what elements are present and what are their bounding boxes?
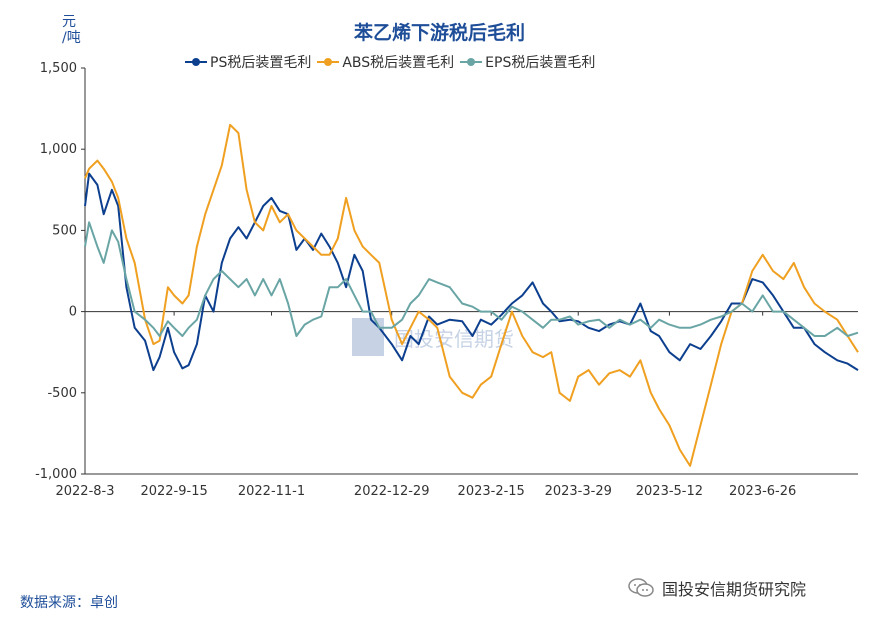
x-tick-label: 2022-9-15 bbox=[140, 484, 207, 499]
legend-item-abs: ABS税后装置毛利 bbox=[317, 52, 454, 72]
wechat-icon bbox=[628, 578, 654, 597]
y-tick-label: 1,000 bbox=[40, 142, 77, 157]
x-tick-label: 2023-3-29 bbox=[545, 484, 612, 499]
watermark-logo bbox=[352, 318, 384, 356]
x-tick-label: 2023-6-26 bbox=[729, 484, 796, 499]
y-axis-unit: 元 /吨 bbox=[62, 14, 81, 46]
x-tick-label: 2022-11-1 bbox=[238, 484, 305, 499]
y-tick-label: 500 bbox=[52, 223, 77, 238]
legend-label-ps: PS税后装置毛利 bbox=[210, 55, 312, 71]
brand-name: 国投安信期货研究院 bbox=[662, 580, 807, 599]
legend-swatch-eps bbox=[460, 56, 483, 68]
chart-title: 苯乙烯下游税后毛利 bbox=[353, 22, 525, 44]
y-unit-line-2: /吨 bbox=[62, 30, 81, 46]
x-tick-label: 2023-2-15 bbox=[458, 484, 525, 499]
brand-footer: 国投安信期货研究院 bbox=[628, 576, 806, 600]
y-tick-label: -1,000 bbox=[35, 467, 77, 482]
y-tick-label: 1,500 bbox=[40, 61, 77, 76]
legend-label-eps: EPS税后装置毛利 bbox=[485, 55, 596, 71]
series-line-0 bbox=[84, 172, 859, 372]
legend: PS税后装置毛利 ABS税后装置毛利 EPS税后装置毛利 bbox=[185, 52, 601, 72]
legend-label-abs: ABS税后装置毛利 bbox=[342, 55, 455, 71]
legend-item-ps: PS税后装置毛利 bbox=[185, 52, 311, 72]
legend-item-eps: EPS税后装置毛利 bbox=[460, 52, 595, 72]
series-line-2 bbox=[84, 221, 859, 337]
y-tick-label: 0 bbox=[69, 305, 77, 320]
legend-swatch-abs bbox=[317, 56, 340, 68]
legend-swatch-ps bbox=[185, 56, 207, 68]
y-unit-line-1: 元 bbox=[62, 14, 76, 30]
data-source: 数据来源：卓创 bbox=[20, 595, 118, 611]
series-line-1 bbox=[84, 123, 859, 467]
x-tick-label: 2022-12-29 bbox=[354, 484, 430, 499]
y-tick-label: -500 bbox=[47, 386, 77, 401]
x-tick-label: 2022-8-3 bbox=[55, 484, 114, 499]
x-tick-label: 2023-5-12 bbox=[636, 484, 703, 499]
